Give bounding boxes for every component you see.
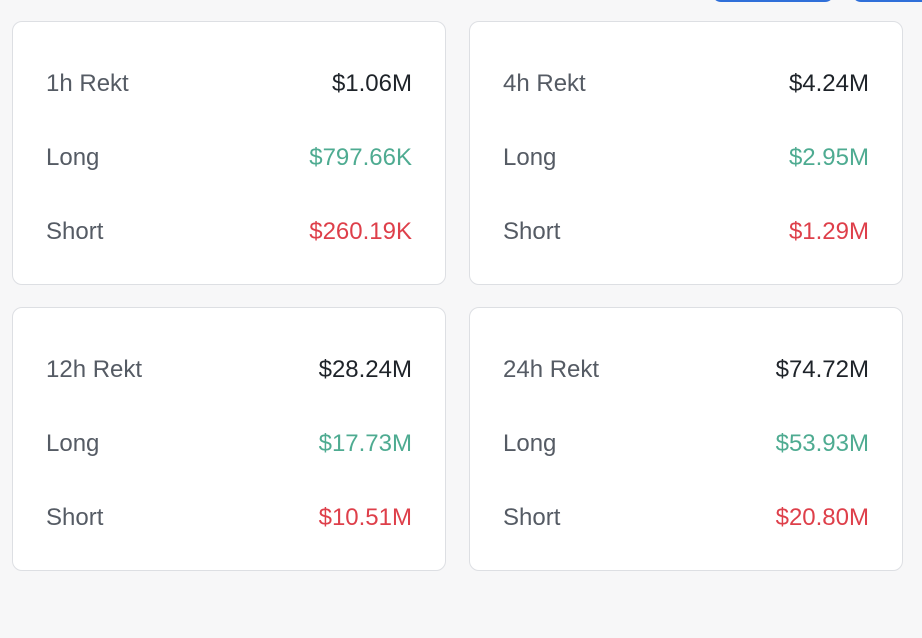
long-label: Long [46, 430, 100, 457]
rekt-total-value: $74.72M [775, 356, 869, 383]
rekt-card-12h: 12h Rekt $28.24M Long $17.73M Short $10.… [12, 307, 446, 571]
rekt-total-value: $4.24M [788, 70, 869, 97]
rekt-short-row: Short $260.19K [46, 217, 412, 247]
rekt-long-row: Long $2.95M [503, 143, 869, 173]
rekt-card-24h: 24h Rekt $74.72M Long $53.93M Short $20.… [469, 307, 903, 571]
rekt-short-row: Short $20.80M [503, 503, 869, 533]
rekt-short-row: Short $10.51M [46, 503, 412, 533]
long-value: $17.73M [318, 430, 412, 457]
long-label: Long [503, 430, 557, 457]
top-button-left[interactable] [712, 0, 834, 2]
short-label: Short [46, 218, 104, 245]
rekt-total-row: 4h Rekt $4.24M [503, 69, 869, 99]
rekt-total-value: $28.24M [318, 356, 412, 383]
rekt-total-row: 1h Rekt $1.06M [46, 69, 412, 99]
rekt-period-label: 1h Rekt [46, 70, 129, 97]
long-value: $53.93M [775, 430, 869, 457]
short-label: Short [46, 504, 104, 531]
short-value: $1.29M [788, 218, 869, 245]
rekt-short-row: Short $1.29M [503, 217, 869, 247]
rekt-long-row: Long $17.73M [46, 429, 412, 459]
rekt-card-4h: 4h Rekt $4.24M Long $2.95M Short $1.29M [469, 21, 903, 285]
short-value: $20.80M [775, 504, 869, 531]
short-label: Short [503, 218, 561, 245]
rekt-card-1h: 1h Rekt $1.06M Long $797.66K Short $260.… [12, 21, 446, 285]
long-value: $2.95M [788, 144, 869, 171]
long-label: Long [503, 144, 557, 171]
rekt-total-row: 12h Rekt $28.24M [46, 355, 412, 385]
rekt-period-label: 24h Rekt [503, 356, 600, 383]
rekt-long-row: Long $53.93M [503, 429, 869, 459]
short-value: $10.51M [318, 504, 412, 531]
rekt-period-label: 4h Rekt [503, 70, 586, 97]
long-label: Long [46, 144, 100, 171]
rekt-total-value: $1.06M [331, 70, 412, 97]
short-value: $260.19K [309, 218, 412, 245]
rekt-long-row: Long $797.66K [46, 143, 412, 173]
top-button-right[interactable] [852, 0, 922, 2]
rekt-total-row: 24h Rekt $74.72M [503, 355, 869, 385]
rekt-period-label: 12h Rekt [46, 356, 143, 383]
short-label: Short [503, 504, 561, 531]
long-value: $797.66K [309, 144, 412, 171]
